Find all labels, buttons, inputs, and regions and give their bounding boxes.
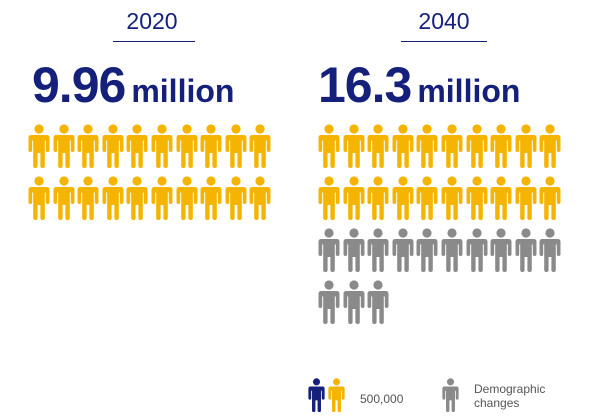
person-icon-gold [416,124,438,168]
person-icon-gold [466,176,488,220]
headline-2040: 16.3 million [318,56,520,114]
person-icon-gold [176,176,198,220]
person-icon-grey [392,228,414,272]
person-icon-grey [490,228,512,272]
person-icon-gold [53,124,75,168]
person-icon-gold [441,176,463,220]
person-icon-gold [539,124,561,168]
person-icon-gold [249,124,271,168]
person-icon-gold [416,176,438,220]
person-icon-gold [466,124,488,168]
person-icon-gold [539,176,561,220]
person-icon-grey [318,280,340,324]
person-icon-gold [515,176,537,220]
person-icon-gold [441,124,463,168]
person-icon-grey [343,228,365,272]
person-icon-gold [392,176,414,220]
legend-label-unit: 500,000 [360,392,404,406]
person-icon-grey [441,228,463,272]
person-icon-gold [176,124,198,168]
person-icon-gold [53,176,75,220]
person-icon-gold [343,176,365,220]
year-label-2020: 2020 [126,8,178,34]
person-icon-gold [249,176,271,220]
person-icon-gold [200,176,222,220]
legend: 500,000 Demographic changes [300,378,600,416]
person-icon-gold [102,124,124,168]
person-icon-gold [151,124,173,168]
person-icon-gold [225,124,247,168]
person-icon-gold [367,124,389,168]
person-icon-gold [126,124,148,168]
person-icon-grey [416,228,438,272]
person-icon-grey [318,228,340,272]
person-icon-gold [392,124,414,168]
person-icon-grey [367,280,389,324]
person-icon-gold [200,124,222,168]
person-icon-gold [515,124,537,168]
person-icon-gold [490,176,512,220]
person-icon-gold [225,176,247,220]
person-icon-gold [28,124,50,168]
unit-2040: million [417,73,521,109]
person-icon-gold [343,124,365,168]
person-icon-grey [343,280,365,324]
legend-icon-gold [328,378,345,417]
person-icon-gold [126,176,148,220]
person-icon-gold [318,124,340,168]
person-icon-grey [515,228,537,272]
year-underline-2020 [113,41,195,42]
value-2020: 9.96 [32,57,126,113]
column-2020: 2020 9.96 million [28,0,288,220]
headline-2020: 9.96 million [32,56,234,114]
person-icon-gold [367,176,389,220]
legend-icon-navy [308,378,325,417]
person-icon-gold [102,176,124,220]
person-icon-grey [539,228,561,272]
person-icon-gold [318,176,340,220]
person-icon-gold [151,176,173,220]
unit-2020: million [131,73,235,109]
person-icon-grey [466,228,488,272]
column-2040: 2040 16.3 million [318,0,588,324]
person-icon-gold [77,124,99,168]
value-2040: 16.3 [318,57,412,113]
person-icon-grey [367,228,389,272]
year-underline-2040 [401,41,487,42]
year-label-2040: 2040 [418,8,470,34]
legend-label-demographic: Demographic changes [474,382,546,410]
person-icon-gold [28,176,50,220]
person-icon-gold [490,124,512,168]
legend-icon-grey [442,378,459,417]
person-icon-gold [77,176,99,220]
